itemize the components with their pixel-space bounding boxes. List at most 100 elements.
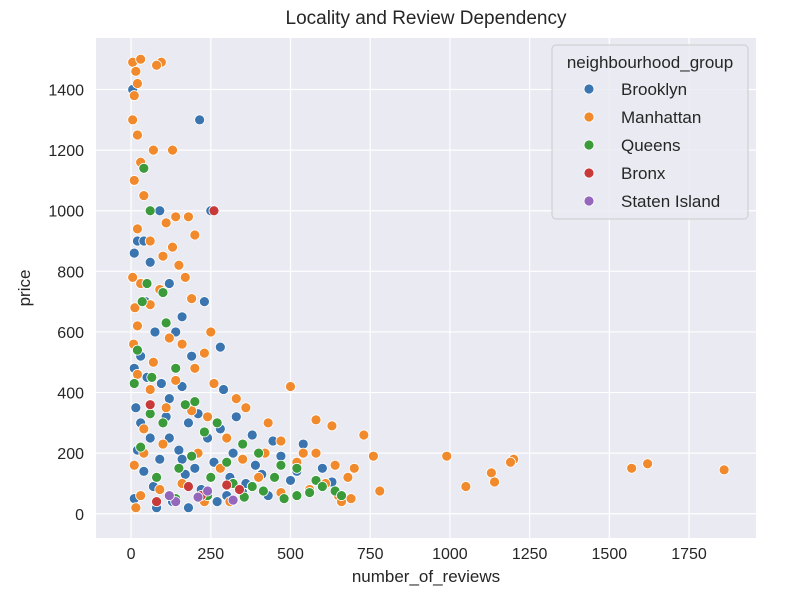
data-point-manhattan <box>345 493 357 505</box>
data-point-queens <box>132 344 143 356</box>
data-point-queens <box>189 396 201 408</box>
data-point-queens <box>246 481 258 492</box>
data-point-brooklyn <box>163 278 175 289</box>
data-point-brooklyn <box>250 459 261 471</box>
data-point-manhattan <box>189 229 201 241</box>
data-point-manhattan <box>144 384 156 395</box>
data-point-brooklyn <box>285 475 296 486</box>
data-point-brooklyn <box>163 393 175 405</box>
data-point-brooklyn <box>155 378 167 389</box>
x-tick-label: 1250 <box>512 546 548 563</box>
data-point-manhattan <box>170 375 182 386</box>
data-point-manhattan <box>176 338 188 350</box>
data-point-manhattan <box>186 293 198 305</box>
data-point-manhattan <box>128 175 140 186</box>
legend-label-queens: Queens <box>621 136 681 155</box>
legend-label-manhattan: Manhattan <box>621 108 701 127</box>
data-point-manhattan <box>147 144 159 156</box>
data-point-brooklyn <box>227 447 239 459</box>
data-point-queens <box>157 287 169 298</box>
data-point-manhattan <box>179 271 191 283</box>
data-point-manhattan <box>310 414 322 426</box>
data-point-manhattan <box>160 402 172 414</box>
data-point-queens <box>141 278 153 289</box>
y-tick-label: 0 <box>75 507 84 524</box>
y-tick-label: 1200 <box>48 143 84 160</box>
data-point-queens <box>173 462 185 474</box>
data-point-manhattan <box>626 462 638 474</box>
data-point-manhattan <box>240 402 252 414</box>
data-point-manhattan <box>144 235 156 247</box>
legend-label-staten-island: Staten Island <box>621 192 720 211</box>
data-point-manhattan <box>718 464 730 476</box>
y-tick-label: 1000 <box>48 204 84 221</box>
data-point-brooklyn <box>194 114 206 126</box>
data-point-brooklyn <box>218 384 229 395</box>
data-point-manhattan <box>132 78 143 89</box>
data-point-queens <box>138 162 150 174</box>
data-point-queens <box>186 450 198 462</box>
data-point-brooklyn <box>214 341 226 353</box>
data-point-staten-island <box>192 491 204 503</box>
data-point-manhattan <box>237 453 249 465</box>
data-point-manhattan <box>489 476 500 488</box>
data-point-manhattan <box>326 420 338 432</box>
data-point-manhattan <box>262 417 274 429</box>
data-point-queens <box>136 296 148 308</box>
data-point-queens <box>160 317 172 329</box>
data-point-brooklyn <box>297 438 309 450</box>
data-point-staten-island <box>227 494 239 506</box>
data-point-brooklyn <box>183 502 194 514</box>
data-point-queens <box>170 362 182 374</box>
data-point-brooklyn <box>246 429 258 441</box>
x-tick-label: 1000 <box>432 546 468 563</box>
data-point-manhattan <box>167 241 178 253</box>
data-point-bronx <box>151 496 162 508</box>
data-point-manhattan <box>505 456 516 468</box>
data-point-brooklyn <box>230 411 242 423</box>
data-point-staten-island <box>163 490 175 501</box>
data-point-queens <box>291 462 303 474</box>
data-points <box>127 53 730 514</box>
legend-title: neighbourhood_group <box>567 53 733 72</box>
data-point-brooklyn <box>144 432 156 444</box>
data-point-manhattan <box>128 90 140 101</box>
legend-marker-queens <box>583 139 595 151</box>
legend: neighbourhood_group Brooklyn Manhattan Que… <box>551 44 749 220</box>
data-point-manhattan <box>154 484 166 495</box>
data-point-manhattan <box>132 320 143 332</box>
data-point-bronx <box>144 399 156 411</box>
data-point-manhattan <box>199 347 210 359</box>
data-point-manhattan <box>208 378 220 389</box>
data-point-manhattan <box>135 490 147 501</box>
legend-label-bronx: Bronx <box>621 164 666 183</box>
data-point-queens <box>269 471 280 483</box>
data-point-queens <box>238 491 250 503</box>
data-point-manhattan <box>127 271 139 283</box>
legend-marker-brooklyn <box>583 83 595 95</box>
data-point-manhattan <box>129 302 141 314</box>
x-axis-label: number_of_reviews <box>352 567 500 586</box>
legend-marker-manhattan <box>583 111 595 123</box>
data-point-queens <box>144 205 156 217</box>
data-point-queens <box>304 487 316 498</box>
data-point-manhattan <box>183 211 194 223</box>
data-point-queens <box>157 417 169 429</box>
y-tick-label: 800 <box>57 264 84 281</box>
data-point-manhattan <box>205 326 217 338</box>
data-point-manhattan <box>230 393 242 405</box>
data-point-queens <box>275 459 287 471</box>
data-point-manhattan <box>642 458 653 470</box>
data-point-manhattan <box>329 459 341 471</box>
data-point-manhattan <box>163 332 175 344</box>
data-point-manhattan <box>310 447 322 459</box>
data-point-queens <box>253 447 265 459</box>
data-point-manhattan <box>173 259 185 271</box>
data-point-manhattan <box>130 502 142 514</box>
data-point-manhattan <box>160 217 172 229</box>
data-point-brooklyn <box>149 326 161 338</box>
x-tick-label: 1500 <box>592 546 628 563</box>
legend-marker-staten-island <box>583 195 595 207</box>
data-point-manhattan <box>253 471 265 483</box>
data-point-queens <box>211 417 223 429</box>
